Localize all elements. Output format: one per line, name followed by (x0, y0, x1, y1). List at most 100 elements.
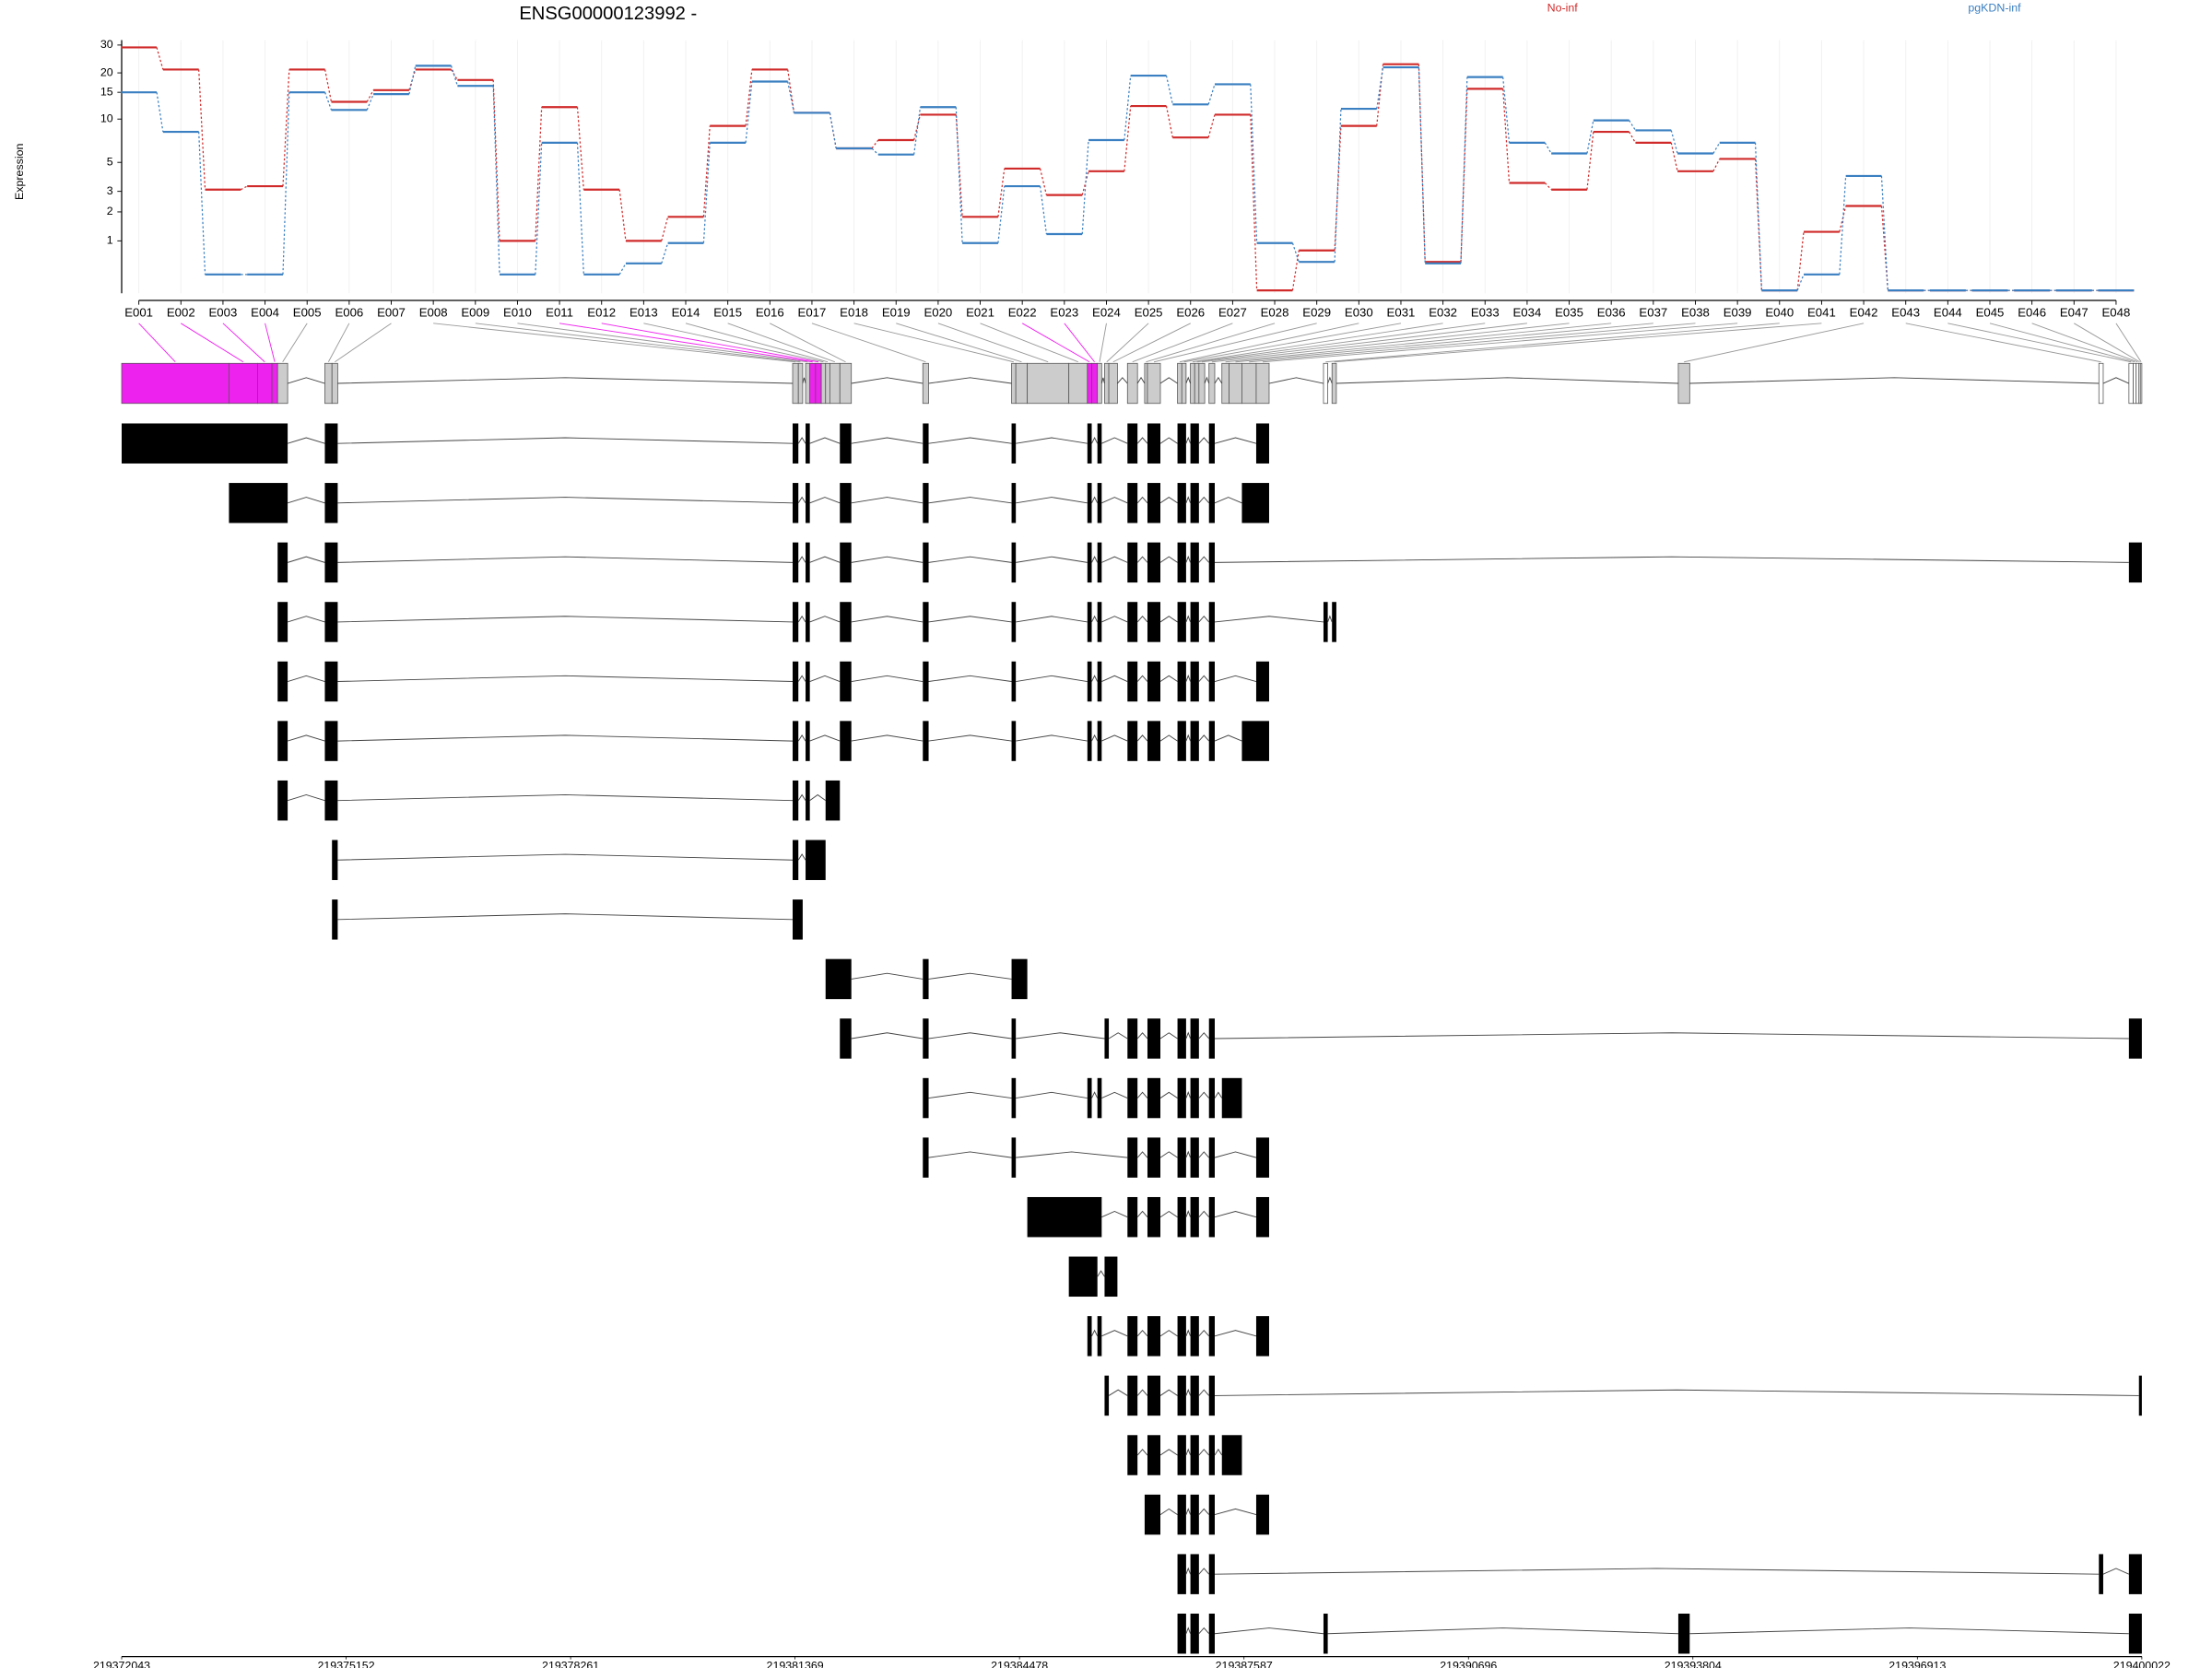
exon-bin (1091, 362, 1099, 405)
exon-bin (1229, 362, 1242, 405)
transcript-exon (923, 721, 929, 761)
transcript-intron (851, 616, 924, 623)
transcript-intron (1136, 1091, 1148, 1098)
transcript-exon (1147, 1435, 1161, 1475)
gene-intron (2102, 377, 2130, 384)
transcript-exon (1127, 1077, 1138, 1119)
step-connector (324, 69, 333, 102)
transcript-exon (1127, 1018, 1138, 1059)
transcript-exon (1177, 1554, 1186, 1594)
gene-intron (1159, 377, 1178, 384)
exon-connector (1325, 323, 1780, 363)
transcript-exon (793, 899, 803, 940)
y-axis-label: Expression (13, 143, 26, 199)
transcript-intron (1101, 675, 1128, 682)
step-connector (1039, 185, 1048, 235)
transcript-intron (1198, 1032, 1210, 1040)
step-connector (1839, 175, 1847, 275)
transcript-intron (1136, 1210, 1148, 1218)
step-connector (1502, 88, 1511, 183)
exon-bin (1241, 362, 1257, 405)
transcript-intron (851, 972, 924, 980)
transcript-exon (1011, 1077, 1017, 1119)
transcript-exon (1177, 1018, 1186, 1059)
step-connector (576, 142, 584, 275)
x-tick-label: E010 (503, 305, 532, 319)
transcript-exon (1208, 1316, 1215, 1357)
transcript-exon (1147, 1196, 1161, 1238)
transcript-intron (1159, 1091, 1178, 1098)
x-tick-label: E005 (293, 305, 322, 319)
transcript-exon (1332, 602, 1336, 642)
x-tick-label: E031 (1387, 305, 1416, 319)
transcript-intron (1185, 615, 1192, 623)
transcript-exon (1208, 423, 1215, 464)
transcript-intron (287, 616, 325, 623)
transcript-exon (1011, 958, 1028, 1000)
x-tick-label: E004 (251, 305, 279, 319)
transcript-exon (1255, 1196, 1269, 1238)
transcript-intron (1185, 1388, 1192, 1396)
exon-connector (1132, 323, 1233, 363)
genomic-tick-label: 219384478 (991, 1660, 1048, 1668)
x-tick-label: E020 (924, 305, 952, 319)
transcript-intron (928, 437, 1012, 444)
transcript-exon (1177, 1435, 1186, 1475)
exon-bin (825, 362, 830, 405)
exon-bin (1144, 362, 1148, 405)
transcript-intron (809, 675, 841, 682)
transcript-intron (1198, 734, 1210, 742)
transcript-intron (287, 675, 325, 682)
exon-bin (820, 362, 827, 405)
transcript-intron (1101, 734, 1128, 742)
exon-connector (138, 323, 176, 363)
step-connector (1754, 142, 1762, 291)
gene-intron (802, 377, 806, 384)
transcript-exon (1177, 483, 1186, 523)
transcript-intron (928, 556, 1012, 563)
transcript-intron (1198, 1091, 1210, 1098)
transcript-intron (1091, 1329, 1099, 1337)
transcript-exon (2128, 1614, 2142, 1654)
transcript-exon (1097, 661, 1102, 702)
step-connector (1039, 168, 1048, 195)
transcript-intron (1185, 1448, 1192, 1456)
transcript-intron (928, 1091, 1012, 1099)
transcript-exon (1177, 1316, 1186, 1357)
transcript-exon (1147, 1077, 1161, 1119)
y-tick-label: 10 (100, 112, 113, 124)
exon-connector (1235, 323, 1653, 363)
transcript-exon (840, 602, 852, 642)
exon-connector (335, 323, 392, 363)
transcript-exon (793, 602, 799, 642)
transcript-intron (1136, 616, 1148, 623)
transcript-exon (840, 423, 852, 464)
transcript-exon (1177, 542, 1186, 583)
transcript-exon (806, 780, 810, 821)
transcript-intron (797, 556, 806, 563)
x-tick-label: E023 (1050, 305, 1078, 319)
step-connector (997, 185, 1006, 243)
genomic-tick-label: 219393804 (1665, 1660, 1722, 1668)
transcript-intron (1159, 1032, 1178, 1040)
exon-connector (1179, 323, 1359, 363)
transcript-exon (1011, 542, 1017, 583)
transcript-intron (1159, 497, 1178, 504)
transcript-exon (1241, 721, 1269, 761)
step-connector (1796, 274, 1805, 291)
transcript-intron (1091, 556, 1099, 563)
transcript-exon (1147, 1018, 1161, 1059)
exon-connector (1099, 323, 1107, 362)
transcript-exon (2128, 1554, 2142, 1594)
transcript-exon (923, 661, 929, 702)
transcript-exon (793, 483, 799, 523)
x-tick-label: E046 (2018, 305, 2046, 319)
transcript-exon (229, 483, 288, 523)
transcript-exon (1177, 721, 1186, 761)
chart-title: ENSG00000123992 - (519, 4, 697, 24)
transcript-intron (1136, 1151, 1148, 1158)
transcript-intron (851, 1032, 924, 1040)
transcript-exon (1011, 721, 1017, 761)
transcript-intron (1159, 1151, 1178, 1158)
transcript-exon (793, 840, 799, 880)
